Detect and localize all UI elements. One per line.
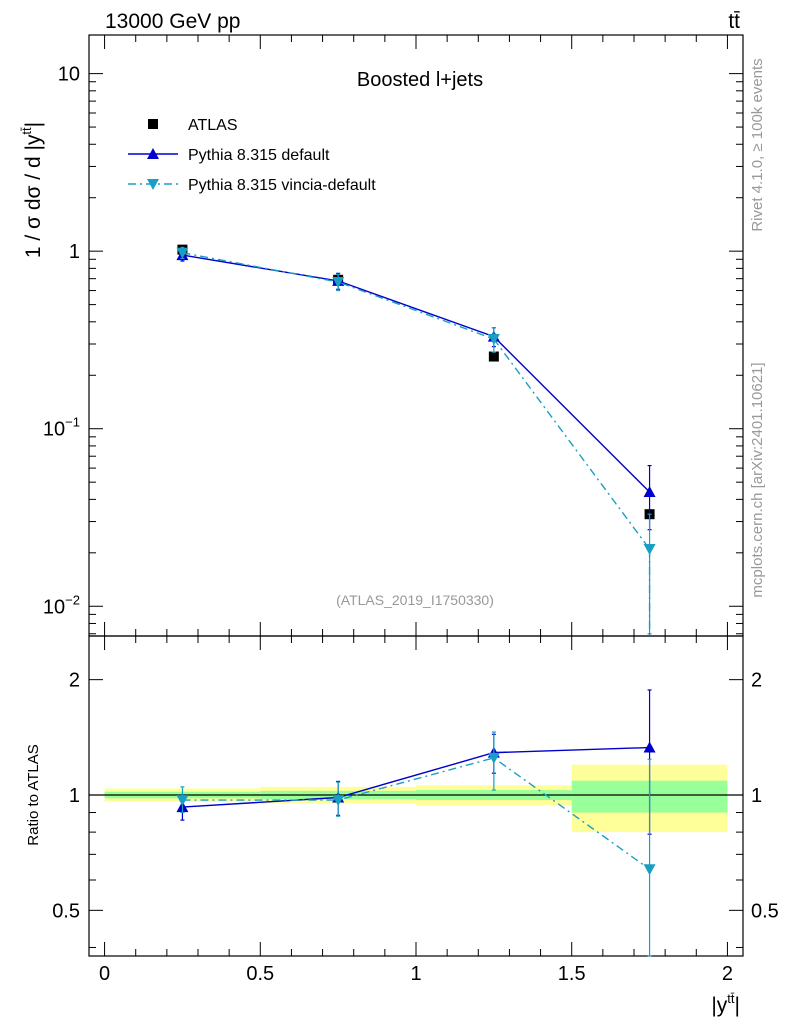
main-y-tick-label: 10−2 [43,592,80,618]
legend-label: Pythia 8.315 vincia-default [188,177,376,194]
ratio-y-axis-label: Ratio to ATLAS [25,744,42,845]
ratio-y-tick-label-right: 0.5 [751,900,779,922]
main-y-tick-label-base: 10 [43,419,65,441]
main-y-axis-label-close: | [22,122,45,127]
x-axis-label-close: | [735,994,740,1017]
ratio-point [332,795,345,807]
ratio-data-marks [176,689,656,957]
ratio-y-tick-label: 0.5 [52,900,80,922]
ratio-x-tick-label: 0 [99,963,110,985]
main-y-tick-label-base: 10 [43,596,65,618]
main-point [176,247,189,259]
ratio-y-tick-label: 2 [69,670,80,692]
ratio-x-tick-label: 1 [410,963,421,985]
x-axis-label-sup: tt̄ [727,991,735,1006]
legend-marker [147,179,159,190]
ratio-x-tick-label: 1.5 [558,963,586,985]
ratio-x-ticks: 0 0.5 1 1.5 2 [99,636,733,985]
ratio-series-line [182,757,650,870]
main-point [488,351,499,362]
ratio-y-tick-label-right: 1 [751,785,762,807]
main-series-line [182,254,651,493]
main-series-line [182,252,651,550]
main-y-tick-label-exp: −1 [65,415,80,430]
main-y-tick-label: 10−1 [43,415,80,441]
x-axis-label-text: |y [711,994,727,1017]
main-point [643,486,656,498]
main-y-tick-label-base: 1 [69,241,80,263]
rivet-label: Rivet 4.1.0, ≥ 100k events [749,58,766,231]
legend-marker [147,148,159,159]
legend-marker [148,119,158,129]
ratio-series-line [182,746,650,808]
main-y-tick-label-exp: −2 [65,592,80,607]
x-axis-label: |ytt̄| [711,991,740,1017]
main-x-ticks [104,35,728,636]
ratio-point [643,741,656,753]
ratio-y-tick-label: 1 [69,785,80,807]
main-data-marks [176,244,656,636]
main-y-axis-label-sup: tt̄ [19,127,34,135]
main-point [643,544,656,556]
beam-label: 13000 GeV pp [105,10,240,33]
ratio-panel: 0.5 0.5 1 1 2 2 0 0.5 1 1.5 2 Ratio to ATLAS |ytt… [25,635,779,1017]
ratio-point [643,864,656,876]
main-y-axis-label-text: 1 / σ dσ / d |y [22,134,45,258]
ratio-point [176,795,189,807]
ratio-y-ticks: 0.5 0.5 1 1 2 2 [52,670,779,948]
main-title: Boosted l+jets [357,69,483,91]
main-y-tick-label-base: 10 [58,64,80,86]
mcplots-label: mcplots.cern.ch [arXiv:2401.10621] [749,362,766,597]
legend: ATLAS Pythia 8.315 default Pythia 8.315 vi… [128,117,376,194]
legend-label: ATLAS [188,117,238,134]
main-point [487,334,500,346]
watermark: (ATLAS_2019_I1750330) [336,592,494,608]
main-y-tick-label: 10 [58,64,80,86]
legend-label: Pythia 8.315 default [188,147,330,164]
ratio-y-tick-label-right: 2 [751,670,762,692]
ratio-x-tick-label: 0.5 [246,963,274,985]
main-point [332,277,345,289]
main-y-axis-label: 1 / σ dσ / d |ytt̄| [19,122,45,258]
process-label: tt̄ [728,10,740,33]
main-y-tick-label: 1 [69,241,80,263]
ratio-x-tick-label: 2 [722,963,733,985]
ratio-point [487,752,500,764]
